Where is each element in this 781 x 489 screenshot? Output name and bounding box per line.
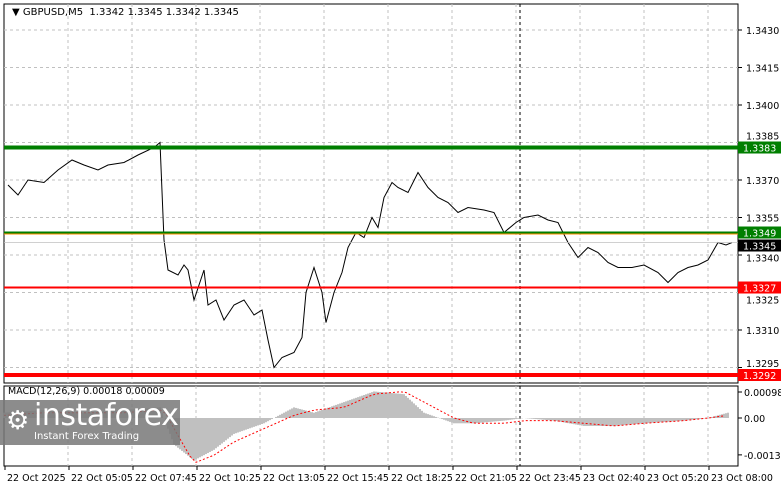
time-tick-label: 22 Oct 15:45 (327, 473, 389, 484)
level-badge (738, 369, 781, 381)
price-line (7, 141, 733, 369)
time-tick-label: 22 Oct 2025 (7, 473, 66, 484)
gear-logo-icon: ⚙ (6, 406, 30, 436)
price-tick-label: 1.3415 (746, 64, 779, 75)
price-tick-label: 1.3295 (746, 359, 779, 370)
price-tick-label: 1.3325 (746, 296, 779, 307)
time-tick-label: 23 Oct 02:40 (583, 473, 645, 484)
time-tick-label: 22 Oct 05:05 (71, 473, 133, 484)
level-badge (738, 281, 781, 294)
macd-tick-label: 0.00098 (744, 388, 781, 399)
macd-tick-label: -0.00139 (744, 451, 781, 462)
price-tick-label: 1.3400 (746, 101, 779, 112)
level-label: 1.3345 (743, 242, 776, 253)
symbol-header: ▼ GBPUSD,M5 1.3342 1.3345 1.3342 1.3345 (12, 7, 239, 18)
macd-tick-label: 0.00 (744, 414, 765, 425)
level-label: 1.3327 (743, 284, 776, 295)
price-tick-label: 1.3355 (746, 214, 779, 225)
time-tick-label: 22 Oct 13:05 (263, 473, 325, 484)
level-badge (738, 226, 781, 239)
price-tick-label: 1.3385 (746, 132, 779, 143)
logo-tagline: Instant Forex Trading (34, 431, 140, 442)
level-label: 1.3383 (743, 144, 776, 155)
price-tick-label: 1.3430 (746, 26, 779, 37)
time-tick-label: 22 Oct 10:25 (199, 473, 261, 484)
level-label: 1.3349 (743, 229, 776, 240)
price-tick-label: 1.3340 (746, 254, 779, 265)
time-tick-label: 22 Oct 07:45 (135, 473, 197, 484)
level-label: 1.3292 (743, 371, 776, 382)
logo-text: instaforex (34, 398, 179, 433)
price-tick-label: 1.3370 (746, 176, 779, 187)
macd-label: MACD(12,26,9) 0.00018 0.00009 (8, 386, 165, 397)
time-tick-label: 23 Oct 08:00 (711, 473, 773, 484)
dropdown-triangle-icon[interactable]: ▼ (12, 7, 20, 18)
time-tick-label: 22 Oct 23:45 (519, 473, 581, 484)
time-tick-label: 22 Oct 21:05 (455, 473, 517, 484)
level-badge (738, 141, 781, 154)
instaforex-logo: ⚙ instaforex Instant Forex Trading (0, 398, 180, 445)
main-frame (3, 3, 739, 384)
time-tick-label: 22 Oct 18:25 (391, 473, 453, 484)
time-tick-label: 23 Oct 05:20 (647, 473, 709, 484)
level-badge (738, 239, 781, 252)
price-tick-label: 1.3310 (746, 326, 779, 337)
symbol-info: GBPUSD,M5 1.3342 1.3345 1.3342 1.3345 (22, 7, 239, 18)
